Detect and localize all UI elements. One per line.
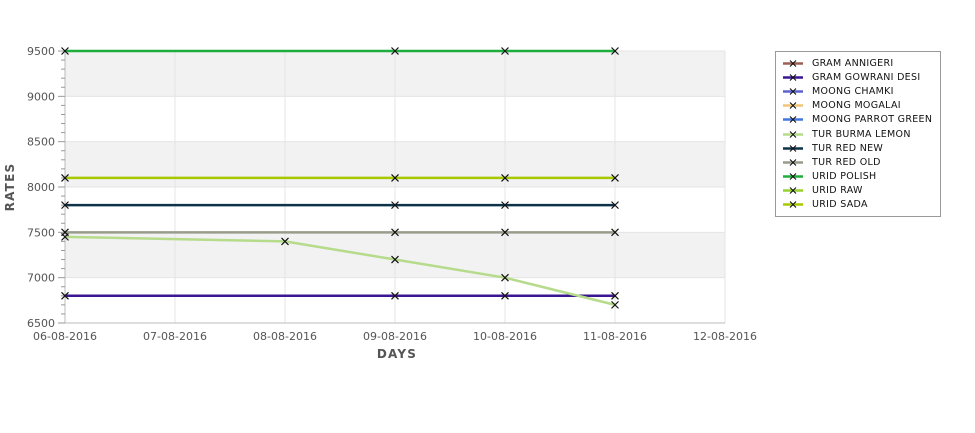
data-point-marker (501, 201, 509, 210)
data-point-marker (61, 201, 69, 210)
legend-x-marker-icon (789, 173, 797, 180)
data-point-marker (61, 228, 69, 237)
legend-line-swatch (783, 187, 803, 195)
y-tick-label: 6500 (27, 317, 55, 330)
data-point-marker (611, 228, 619, 237)
data-point-marker (611, 300, 619, 309)
legend-label: TUR BURMA LEMON (812, 128, 911, 140)
data-point-marker (501, 174, 509, 182)
data-point-marker (61, 174, 69, 182)
legend-x-marker-icon (789, 116, 797, 124)
legend-item: MOONG MOGALAI (782, 99, 932, 113)
legend-label: URID RAW (812, 185, 863, 197)
legend-label: URID SADA (812, 199, 868, 211)
y-axis-title: RATES (3, 163, 17, 212)
legend-item: MOONG PARROT GREEN (782, 113, 932, 127)
legend-item: TUR RED NEW (782, 141, 932, 155)
legend-line-swatch (783, 130, 803, 138)
data-point-marker (501, 291, 509, 300)
legend-item: URID RAW (782, 184, 932, 198)
legend-x-marker-icon (789, 130, 797, 138)
data-point-marker (501, 228, 509, 237)
legend-x-marker-icon (789, 59, 797, 67)
data-point-marker (611, 201, 619, 210)
legend-item: GRAM GOWRANI DESI (782, 70, 932, 84)
data-point-marker (281, 237, 289, 246)
x-tick-label: 10-08-2016 (473, 330, 537, 343)
legend-item: GRAM ANNIGERI (782, 56, 932, 70)
data-point-marker (391, 255, 399, 264)
legend-line-swatch (783, 116, 803, 124)
y-tick-label: 8500 (27, 136, 55, 149)
legend-label: MOONG PARROT GREEN (812, 114, 933, 126)
legend-x-marker-icon (789, 187, 797, 195)
data-point-marker (611, 47, 619, 55)
data-point-marker (501, 47, 509, 55)
legend-x-marker-icon (789, 159, 797, 166)
legend-label: GRAM GOWRANI DESI (812, 71, 921, 83)
data-point-marker (501, 273, 509, 282)
x-tick-label: 08-08-2016 (253, 330, 317, 343)
y-tick-label: 7000 (27, 272, 55, 285)
x-tick-label: 06-08-2016 (33, 330, 97, 343)
data-point-marker (391, 47, 399, 55)
legend-x-marker-icon (789, 73, 797, 81)
x-tick-label: 07-08-2016 (143, 330, 207, 343)
legend-line-swatch (783, 102, 803, 110)
x-axis-title: DAYS (377, 347, 417, 361)
legend-label: GRAM ANNIGERI (812, 57, 894, 69)
data-point-marker (391, 228, 399, 237)
legend-line-swatch (783, 59, 803, 67)
x-tick-label: 11-08-2016 (583, 330, 647, 343)
legend-line-swatch (783, 159, 803, 166)
legend-label: URID POLISH (812, 171, 877, 183)
legend-item: MOONG CHAMKI (782, 84, 932, 98)
legend-line-swatch (783, 73, 803, 81)
legend-line-swatch (783, 173, 803, 180)
x-tick-label: 12-08-2016 (693, 330, 757, 343)
legend-label: MOONG CHAMKI (812, 85, 894, 97)
legend-item: URID SADA (782, 198, 932, 212)
data-point-marker (391, 201, 399, 210)
legend-label: TUR RED NEW (812, 142, 884, 154)
x-tick-label: 09-08-2016 (363, 330, 427, 343)
legend-label: TUR RED OLD (812, 156, 881, 168)
legend-item: TUR BURMA LEMON (782, 127, 932, 141)
legend-item: URID POLISH (782, 170, 932, 184)
data-point-marker (391, 174, 399, 182)
plot-area: 6500 7000 7500 8000 8500 9000 9500 06-08-2016 07… (27, 45, 757, 343)
y-tick-label: 9500 (27, 45, 55, 58)
data-point-marker (391, 291, 399, 300)
y-tick-label: 9000 (27, 90, 55, 103)
data-point-marker (611, 174, 619, 182)
y-tick-label: 7500 (27, 226, 55, 239)
data-point-marker (611, 291, 619, 300)
legend-label: MOONG MOGALAI (812, 100, 901, 112)
legend-line-swatch (783, 144, 803, 152)
data-point-marker (61, 291, 69, 300)
legend-line-swatch (783, 88, 803, 95)
legend-line-swatch (783, 201, 803, 209)
chart-legend: GRAM ANNIGERI GRAM GOWRANI DESI MOONG CHAM… (775, 51, 941, 218)
legend-x-marker-icon (789, 201, 797, 209)
data-point-marker (61, 47, 69, 55)
y-tick-label: 8000 (27, 181, 55, 194)
legend-item: TUR RED OLD (782, 155, 932, 169)
legend-x-marker-icon (789, 88, 797, 95)
legend-x-marker-icon (789, 144, 797, 152)
legend-x-marker-icon (789, 102, 797, 110)
